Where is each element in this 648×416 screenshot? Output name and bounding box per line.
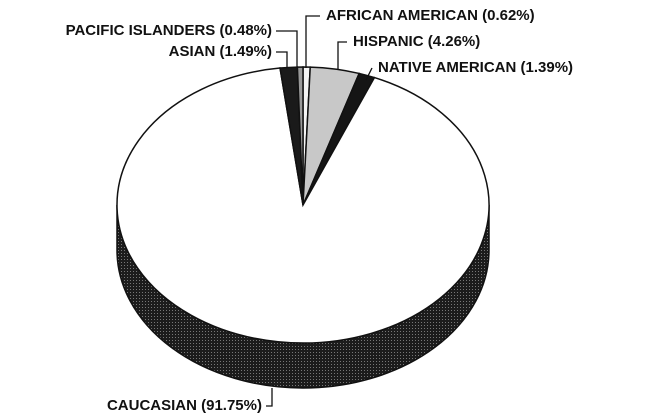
slice-label: ASIAN (1.49%) — [169, 43, 272, 60]
slice-label: NATIVE AMERICAN (1.39%) — [378, 59, 573, 76]
slices — [116, 66, 490, 344]
leader-line — [276, 30, 298, 67]
leader-line — [337, 41, 347, 70]
leader-line — [276, 51, 288, 68]
labels: AFRICAN AMERICAN (0.62%) HISPANIC (4.26%)… — [66, 7, 573, 414]
slice-label: CAUCASIAN (91.75%) — [107, 397, 262, 414]
slice-label: AFRICAN AMERICAN (0.62%) — [326, 7, 535, 24]
slice-label: HISPANIC (4.26%) — [353, 33, 480, 50]
leader-line — [305, 15, 320, 68]
slice-label: PACIFIC ISLANDERS (0.48%) — [66, 22, 272, 39]
pie-slice — [296, 66, 304, 206]
leader-line — [266, 388, 273, 407]
leader-line — [365, 67, 373, 81]
pie-slice — [116, 67, 490, 344]
